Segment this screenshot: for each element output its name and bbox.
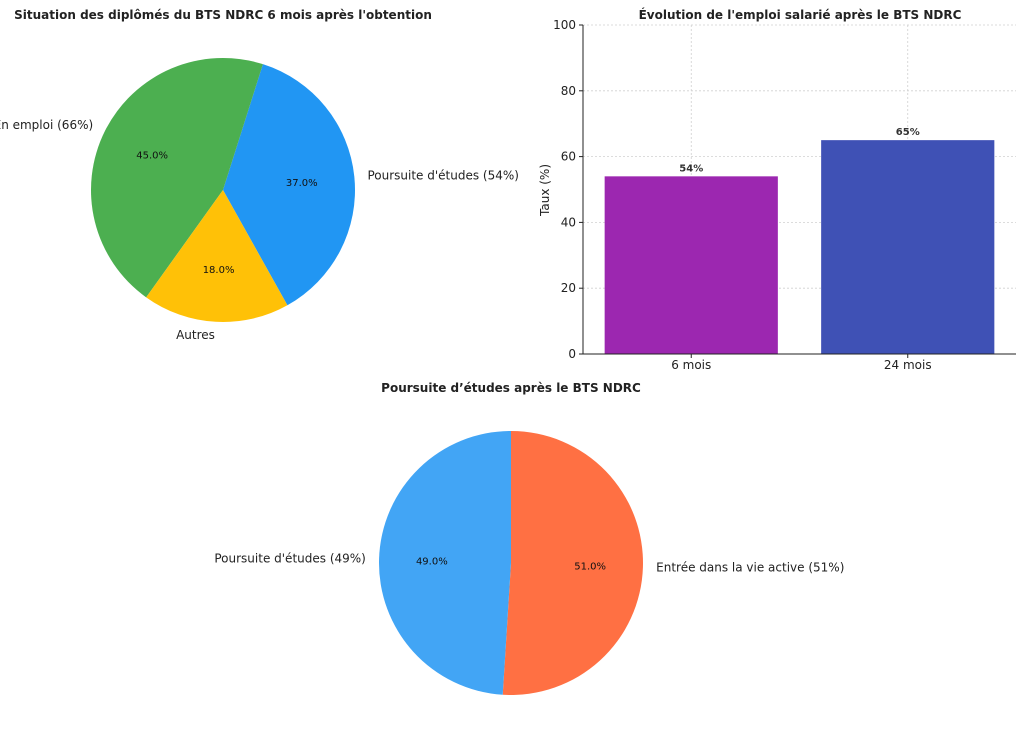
bar-24-mois (821, 140, 995, 354)
pie-label-poursuite-d-etudes-49: Poursuite d'études (49%) (214, 551, 366, 565)
y-tick-label: 60 (561, 150, 576, 164)
pie-slice-poursuite-d-etudes-54 (223, 64, 355, 306)
pie-slice-entree-dans-la-vie-active-51 (502, 431, 643, 695)
chart-title-poursuite: Poursuite d’études après le BTS NDRC (381, 381, 641, 395)
pie-pct-label: 45.0% (136, 151, 168, 162)
bar-chart-emploi: Évolution de l'emploi salarié après le B… (538, 7, 1016, 372)
x-tick-label: 24 mois (884, 358, 932, 372)
y-tick-label: 80 (561, 84, 576, 98)
pie-pct-label: 51.0% (574, 561, 606, 572)
bar-value-label: 65% (896, 127, 920, 138)
pie-slice-autres (146, 190, 288, 322)
chart-title-emploi: Évolution de l'emploi salarié après le B… (639, 7, 962, 22)
pie-chart-poursuite: Poursuite d’études après le BTS NDRC 51.… (214, 381, 844, 695)
x-tick-label: 6 mois (671, 358, 711, 372)
bar-value-label: 54% (679, 163, 703, 174)
y-tick-label: 0 (568, 347, 576, 361)
y-tick-label: 40 (561, 215, 576, 229)
y-tick-label: 20 (561, 281, 576, 295)
pie-pct-label: 49.0% (416, 557, 448, 568)
pie-pct-label: 18.0% (203, 265, 235, 276)
pie-label-en-emploi-66: En emploi (66%) (0, 118, 93, 132)
bar-6-mois (604, 176, 778, 354)
pie-label-autres: Autres (176, 328, 215, 342)
chart-title-situation: Situation des diplômés du BTS NDRC 6 moi… (14, 8, 432, 22)
pie-chart-situation: Situation des diplômés du BTS NDRC 6 moi… (0, 8, 519, 342)
y-tick-label: 100 (553, 18, 576, 32)
pie-slice-en-emploi-66 (91, 58, 263, 298)
pie-pct-label: 37.0% (286, 178, 318, 189)
pie-label-poursuite-d-etudes-54: Poursuite d'études (54%) (367, 168, 519, 182)
pie-slice-poursuite-d-etudes-49 (378, 431, 511, 695)
y-axis-label: Taux (%) (538, 164, 552, 217)
pie-label-entree-dans-la-vie-active-51: Entrée dans la vie active (51%) (656, 561, 844, 575)
